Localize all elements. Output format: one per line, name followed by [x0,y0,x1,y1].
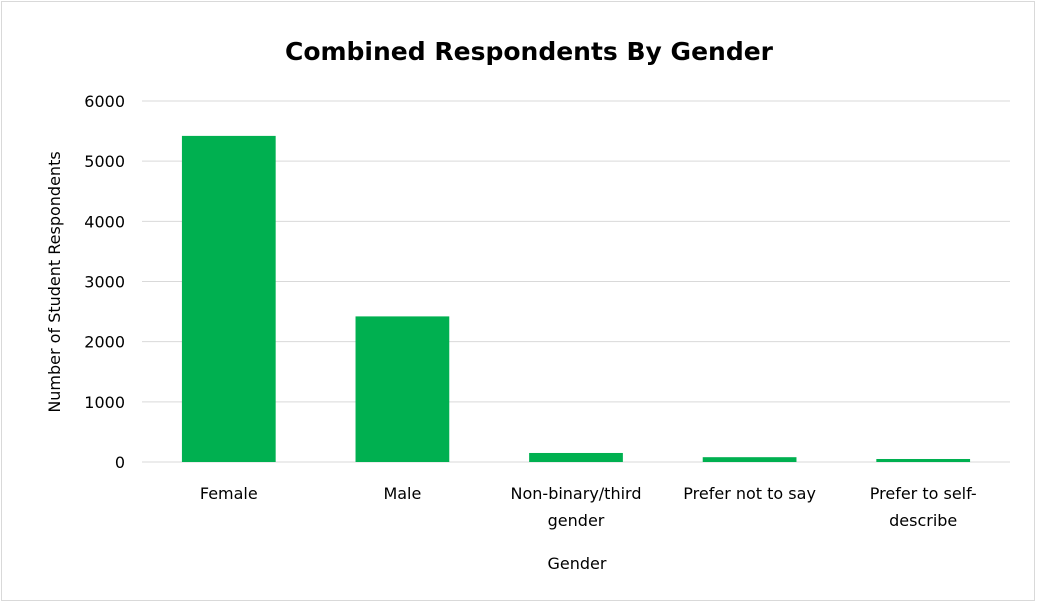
x-category-label: Prefer not to say [683,484,816,503]
gridlines [142,100,1010,463]
x-category-label: Male [383,484,421,503]
x-category-label: gender [548,511,605,530]
x-axis-title: Gender [548,554,607,573]
y-tick-label: 3000 [84,273,125,292]
y-axis-ticks: 0 1000 2000 3000 4000 5000 6000 [84,92,125,472]
y-tick-label: 6000 [84,92,125,111]
x-category-label: Female [200,484,258,503]
x-axis-labels: Female Male Non-binary/third gender Prefer n… [200,484,977,530]
y-tick-label: 5000 [84,152,125,171]
bar [702,457,797,462]
bars [181,135,971,462]
x-category-label: Non-binary/third [511,484,642,503]
y-axis-title: Number of Student Respondents [45,151,64,412]
y-tick-label: 0 [115,453,125,472]
x-category-label: describe [889,511,957,530]
x-category-label: Prefer to self- [870,484,977,503]
bar [181,135,276,462]
y-tick-label: 1000 [84,393,125,412]
y-tick-label: 2000 [84,333,125,352]
bar [876,458,971,462]
bar [529,452,623,462]
bar [355,316,450,462]
y-tick-label: 4000 [84,212,125,231]
chart-title: Combined Respondents By Gender [285,37,774,66]
